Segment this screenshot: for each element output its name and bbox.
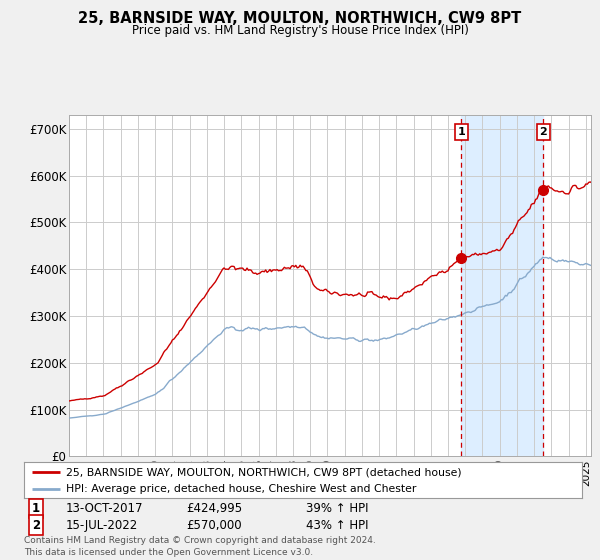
Text: 25, BARNSIDE WAY, MOULTON, NORTHWICH, CW9 8PT: 25, BARNSIDE WAY, MOULTON, NORTHWICH, CW… — [79, 11, 521, 26]
Text: 13-OCT-2017: 13-OCT-2017 — [66, 502, 143, 515]
Text: 2: 2 — [32, 519, 40, 532]
Text: 43% ↑ HPI: 43% ↑ HPI — [306, 519, 368, 532]
Bar — [461, 115, 544, 456]
Text: £424,995: £424,995 — [186, 502, 242, 515]
Text: 1: 1 — [32, 502, 40, 515]
Text: 1: 1 — [458, 127, 466, 137]
Text: Contains HM Land Registry data © Crown copyright and database right 2024.
This d: Contains HM Land Registry data © Crown c… — [24, 536, 376, 557]
Text: £570,000: £570,000 — [186, 519, 242, 532]
Text: Price paid vs. HM Land Registry's House Price Index (HPI): Price paid vs. HM Land Registry's House … — [131, 24, 469, 36]
Text: 2: 2 — [539, 127, 547, 137]
Text: HPI: Average price, detached house, Cheshire West and Chester: HPI: Average price, detached house, Ches… — [66, 484, 416, 494]
Text: 39% ↑ HPI: 39% ↑ HPI — [306, 502, 368, 515]
Text: 15-JUL-2022: 15-JUL-2022 — [66, 519, 138, 532]
Text: 25, BARNSIDE WAY, MOULTON, NORTHWICH, CW9 8PT (detached house): 25, BARNSIDE WAY, MOULTON, NORTHWICH, CW… — [66, 467, 461, 477]
